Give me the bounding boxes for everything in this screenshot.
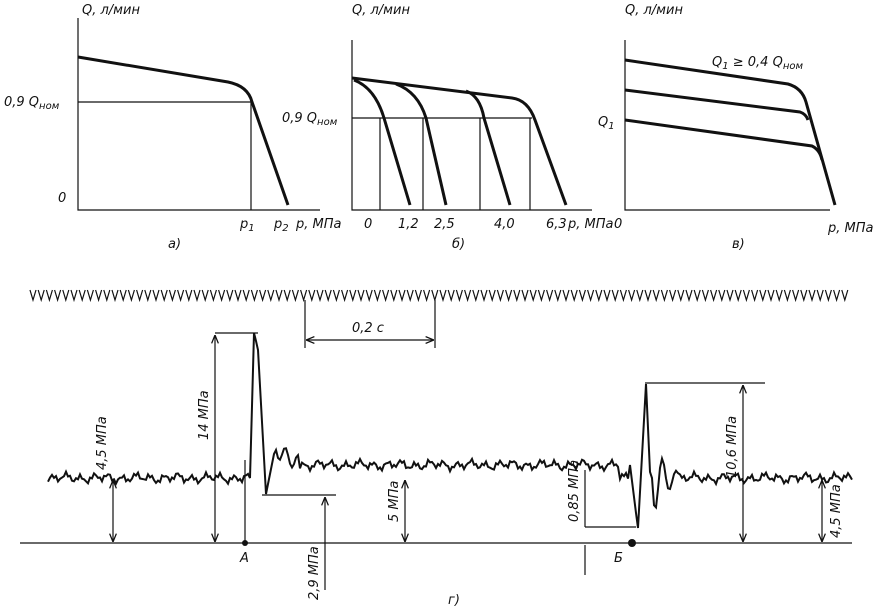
measure-label: 4,5 МПа [829, 484, 844, 538]
curve [353, 78, 412, 206]
level-label: 0,9 Qном [4, 95, 60, 112]
pressure-trace [47, 332, 853, 529]
y-label: Q, л/мин [625, 3, 683, 18]
panel-d: 0,2 с 4,5 МПа 14 МПа 2,9 МПа 5 МПа 0,85 … [20, 289, 853, 608]
caption: в) [732, 237, 745, 252]
measure-label: 0,85 МПа [567, 460, 582, 522]
guide [352, 117, 532, 210]
caption: г) [448, 593, 460, 608]
panel-b: Q, л/мин 0,9 Qном 0 1,2 2,5 4,0 6,3 p, М… [282, 3, 614, 252]
x-tick: 4,0 [494, 217, 515, 232]
curve [465, 89, 512, 206]
x-tick: 1,2 [398, 217, 419, 232]
p2: p2 [273, 217, 289, 234]
curve [351, 76, 568, 206]
level-lines [215, 332, 765, 496]
x-label: p, МПа [295, 217, 342, 232]
point-b [628, 539, 636, 547]
origin: 0 [614, 217, 622, 232]
origin: 0 [58, 191, 66, 206]
level-label: 0,9 Qном [282, 111, 338, 128]
y-label: Q, л/мин [352, 3, 410, 18]
curve [624, 88, 810, 121]
interval-ticks [304, 300, 436, 348]
caption: а) [168, 237, 181, 252]
x-label: p, МПа [827, 221, 874, 236]
x-tick: 6,3 [546, 217, 567, 232]
axes [624, 40, 830, 211]
panel-c: Q, л/мин Q1 ≥ 0,4 Qном Q1 0 p, МПа в) [598, 3, 874, 252]
point-a-label: А [239, 551, 249, 566]
guide [78, 101, 252, 210]
x-tick: 0 [364, 217, 372, 232]
curve [624, 58, 837, 206]
measure-label: 14 МПа [197, 390, 212, 440]
interval-label: 0,2 с [352, 321, 384, 336]
level-label: Q1 [598, 115, 615, 132]
measure-label: 5 МПа [387, 481, 402, 522]
caption: б) [452, 237, 465, 252]
panel-a: Q, л/мин 0,9 Qном 0 p1 p2 p, МПа а) [4, 3, 342, 252]
y-label: Q, л/мин [82, 3, 140, 18]
curve [624, 118, 824, 161]
measure-label: 2,9 МПа [307, 546, 322, 600]
x-tick: 2,5 [434, 217, 455, 232]
p1: p1 [239, 217, 255, 234]
time-marks [29, 289, 849, 303]
measure-label: 4,5 МПа [95, 416, 110, 470]
note: Q1 ≥ 0,4 Qном [712, 55, 803, 72]
curve [77, 55, 290, 206]
measure-guide [584, 470, 636, 575]
measure-label: 10,6 МПа [725, 416, 740, 478]
axes [351, 40, 592, 211]
point-b-label: Б [614, 551, 623, 566]
x-label: p, МПа [567, 217, 614, 232]
axes [77, 18, 320, 211]
